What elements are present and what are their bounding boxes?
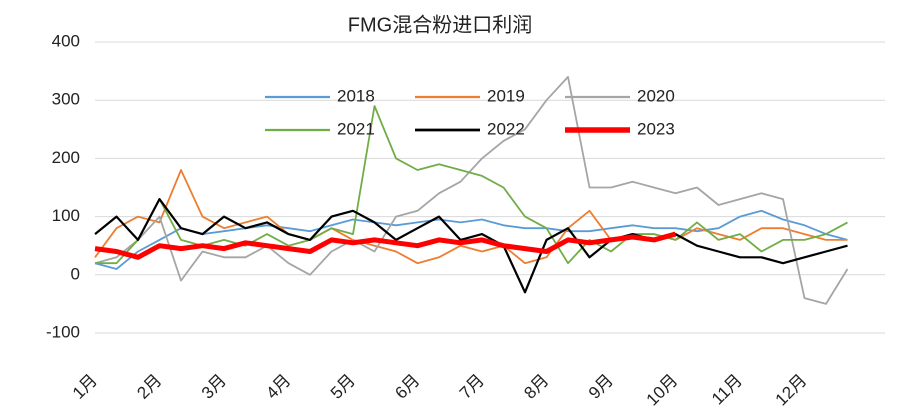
- legend-label: 2018: [337, 86, 375, 105]
- x-tick-label: 1月: [69, 371, 101, 403]
- x-tick-label: 2月: [133, 371, 165, 403]
- legend-label: 2022: [487, 119, 525, 138]
- y-tick-label: 300: [52, 90, 80, 109]
- x-tick-label: 12月: [772, 371, 811, 410]
- x-tick-label: 7月: [456, 371, 488, 403]
- series-line: [94, 76, 849, 305]
- legend-label: 2020: [637, 86, 675, 105]
- series-line: [94, 169, 848, 265]
- series-line: [94, 209, 848, 270]
- x-tick-label: 4月: [262, 371, 294, 403]
- series-line: [94, 198, 848, 294]
- y-tick-label: 0: [71, 264, 80, 283]
- x-tick-label: 6月: [391, 371, 423, 403]
- x-tick-label: 11月: [708, 371, 746, 409]
- chart-title: FMG混合粉进口利润: [348, 13, 532, 36]
- y-tick-label: 200: [52, 148, 80, 167]
- x-tick-label: 10月: [643, 371, 682, 410]
- x-tick-label: 5月: [327, 371, 359, 403]
- legend-label: 2019: [487, 86, 525, 105]
- y-tick-label: 400: [52, 31, 80, 50]
- x-tick-label: 9月: [585, 371, 617, 403]
- legend-label: 2023: [637, 119, 675, 138]
- x-tick-label: 3月: [198, 371, 230, 403]
- x-tick-label: 8月: [520, 371, 552, 403]
- series-line: [95, 105, 848, 265]
- y-tick-label: -100: [46, 322, 80, 341]
- legend-label: 2021: [337, 119, 375, 138]
- y-tick-label: 100: [52, 206, 80, 225]
- series-line: [94, 231, 677, 260]
